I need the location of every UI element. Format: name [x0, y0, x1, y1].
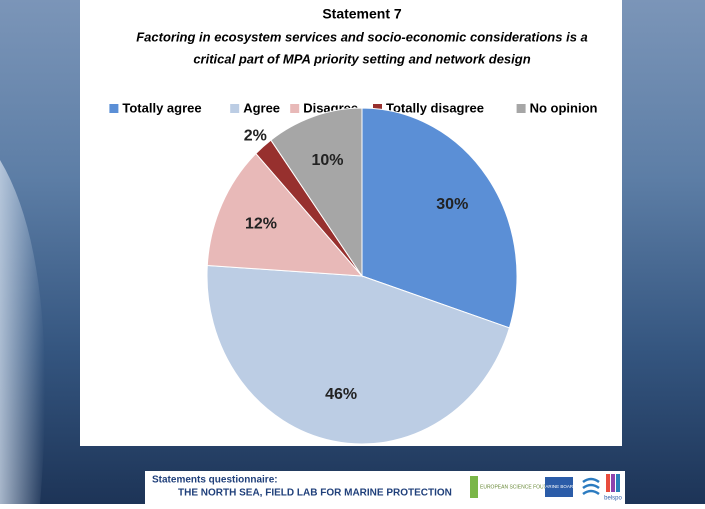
data-label: 46%: [325, 386, 357, 403]
logo-text: belspo: [604, 496, 622, 502]
data-label: 12%: [245, 216, 277, 233]
footer-line: THE NORTH SEA, FIELD LAB FOR MARINE PROT…: [178, 488, 452, 499]
data-label: 30%: [436, 196, 468, 213]
legend-label: Totally agree: [122, 100, 201, 115]
legend-swatch: [230, 104, 240, 113]
logo-mark: [616, 474, 620, 492]
logo-text: MARINE BOARD: [542, 484, 578, 489]
data-label: 2%: [244, 127, 267, 144]
logo-text: EUROPEAN SCIENCE FOUNDATION: [480, 484, 566, 490]
legend-label: Agree: [243, 100, 280, 115]
logo-mark: [606, 474, 610, 492]
logo-mark: [582, 477, 600, 496]
chart-title: Statement 7: [322, 6, 402, 22]
pie-slice: [206, 152, 364, 277]
pie: 30% 46% 12% 2% 10%: [206, 107, 518, 445]
legend-swatch: [109, 104, 119, 113]
legend-label: Totally disagree: [386, 100, 484, 115]
pie-slice: [270, 107, 363, 278]
shore: [0, 160, 45, 504]
data-label: 10%: [311, 152, 343, 169]
logo-mark: [470, 476, 478, 498]
chart-subtitle: critical part of MPA priority setting an…: [193, 51, 530, 66]
logo-mark: [545, 477, 573, 497]
chart-subtitle: Factoring in ecosystem services and soci…: [136, 29, 588, 44]
pie-slice: [206, 264, 511, 445]
pie-slice: [361, 107, 518, 329]
legend-swatch: [516, 104, 526, 113]
logo-mark: [611, 474, 615, 492]
legend-label: No opinion: [530, 100, 598, 115]
legend-swatch: [290, 104, 300, 113]
footer-line: Statements questionnaire:: [152, 475, 278, 486]
